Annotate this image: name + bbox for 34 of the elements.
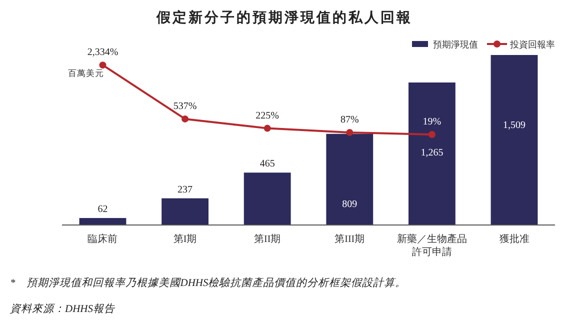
data-label: 537% <box>173 100 197 112</box>
point <box>346 128 354 136</box>
bar <box>79 218 126 225</box>
data-label: 19% <box>422 116 442 128</box>
chart-title: 假定新分子的預期淨現值的私人回報 <box>156 9 412 26</box>
data-label: 237 <box>178 184 193 196</box>
data-label: 809 <box>342 198 358 210</box>
x-tick-label: 第I期 <box>173 233 197 245</box>
point <box>99 62 106 69</box>
x-tick-label: 獲批准 <box>499 233 530 245</box>
bar <box>408 82 456 225</box>
x-tick-label: 新藥／生物產品許可申請 <box>396 233 467 258</box>
legend-label: 投資回報率 <box>509 40 555 50</box>
point <box>182 115 189 122</box>
annotation: 百萬美元 <box>68 68 104 78</box>
source-note: 資料來源：DHHS報告 <box>10 303 116 315</box>
bar <box>162 198 208 225</box>
bar <box>244 172 291 225</box>
x-tick-label: 第II期 <box>254 233 281 245</box>
data-label: 225% <box>256 110 280 122</box>
data-label: 2,334% <box>87 47 118 58</box>
bar <box>326 134 374 225</box>
x-tick-label: 臨床前 <box>88 233 118 245</box>
bar <box>490 55 538 225</box>
data-label: 62 <box>98 204 108 216</box>
text: * 預期淨現值和回報率乃根據美國DHHS檢驗抗菌產品價值的分析框架假設計算。 <box>10 277 406 289</box>
data-label: 87% <box>340 114 359 126</box>
data-label: 1,265 <box>420 147 444 158</box>
data-label: 1,509 <box>503 120 526 131</box>
x-tick-label: 第III期 <box>334 233 365 245</box>
point <box>428 130 436 138</box>
data-label: 465 <box>260 158 275 170</box>
point <box>264 124 271 132</box>
legend-label: 預期淨現值 <box>433 40 478 50</box>
